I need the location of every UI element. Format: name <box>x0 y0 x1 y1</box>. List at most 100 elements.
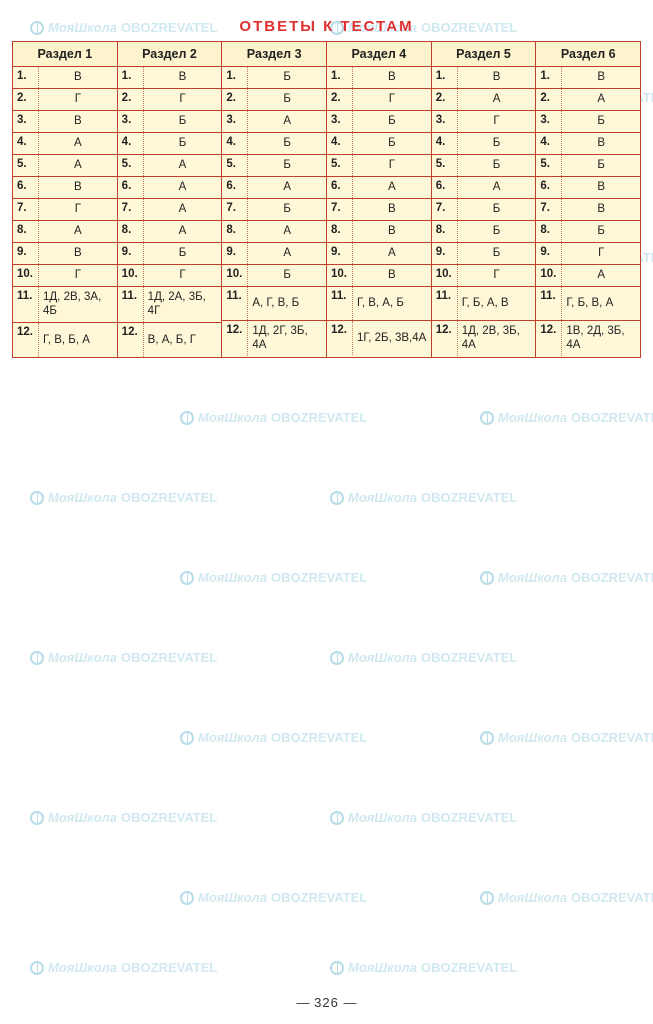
question-number: 5. <box>432 155 458 176</box>
page-footer: — 326 — <box>0 995 653 1010</box>
answer-row: 11.1Д, 2А, 3Б, 4Г <box>118 287 222 323</box>
watermark-text-b: OBOZREVATEL <box>121 490 217 505</box>
answer-row: 1.В <box>13 67 117 89</box>
answer-value: А <box>353 243 431 264</box>
question-number: 1. <box>432 67 458 88</box>
watermark-text-a: МояШкола <box>198 570 267 585</box>
answer-row: 11.Г, Б, В, А <box>536 287 640 321</box>
watermark-text-a: МояШкола <box>48 960 117 975</box>
globe-icon <box>180 731 194 745</box>
question-number: 5. <box>13 155 39 176</box>
answer-value: 1Д, 2Г, 3Б, 4А <box>248 321 326 356</box>
answer-row: 7.Б <box>432 199 536 221</box>
section-column: Раздел 21.В2.Г3.Б4.Б5.А6.А7.А8.А9.Б10.Г1… <box>118 42 223 357</box>
watermark-text-b: OBOZREVATEL <box>271 890 367 905</box>
question-number: 1. <box>118 67 144 88</box>
page-number: 326 <box>314 995 339 1010</box>
question-number: 3. <box>13 111 39 132</box>
answer-row: 9.А <box>327 243 431 265</box>
question-number: 5. <box>222 155 248 176</box>
answer-value: А <box>248 111 326 132</box>
watermark-text-a: МояШкола <box>198 890 267 905</box>
answer-row: 7.В <box>536 199 640 221</box>
answer-row: 5.Г <box>327 155 431 177</box>
answer-value: А <box>562 265 640 286</box>
watermark-text-b: OBOZREVATEL <box>271 730 367 745</box>
answer-value: А <box>248 177 326 198</box>
answer-row: 5.Б <box>536 155 640 177</box>
question-number: 7. <box>432 199 458 220</box>
question-number: 12. <box>536 321 562 356</box>
globe-icon <box>330 811 344 825</box>
answer-row: 6.В <box>13 177 117 199</box>
answer-value: Б <box>458 243 536 264</box>
answer-row: 1.В <box>432 67 536 89</box>
answer-value: В <box>353 67 431 88</box>
watermark-text-b: OBOZREVATEL <box>271 410 367 425</box>
watermark: МояШкола OBOZREVATEL <box>30 960 217 975</box>
watermark-text-b: OBOZREVATEL <box>271 570 367 585</box>
answer-value: 1Д, 2А, 3Б, 4Г <box>144 287 222 322</box>
question-number: 9. <box>327 243 353 264</box>
question-number: 4. <box>13 133 39 154</box>
watermark-text-a: МояШкола <box>498 410 567 425</box>
watermark: МояШколаOBOZREVATEL <box>180 730 367 745</box>
watermark-text-b: OBOZREVATEL <box>571 890 653 905</box>
page-content: ОТВЕТЫ К ТЕСТАМ Раздел 11.В2.Г3.В4.А5.А6… <box>0 0 653 358</box>
watermark-text-a: МояШкола <box>198 410 267 425</box>
answer-row: 6.В <box>536 177 640 199</box>
question-number: 5. <box>536 155 562 176</box>
answer-row: 3.В <box>13 111 117 133</box>
question-number: 7. <box>13 199 39 220</box>
answer-row: 12.1Д, 2В, 3Б, 4А <box>432 321 536 356</box>
question-number: 12. <box>222 321 248 356</box>
question-number: 2. <box>432 89 458 110</box>
answer-row: 10.Г <box>118 265 222 287</box>
answer-value: А <box>562 89 640 110</box>
section-header: Раздел 2 <box>118 42 222 67</box>
section-header: Раздел 5 <box>432 42 536 67</box>
question-number: 10. <box>432 265 458 286</box>
question-number: 10. <box>118 265 144 286</box>
answer-value: Б <box>144 243 222 264</box>
answer-value: В <box>39 177 117 198</box>
answer-value: Г <box>39 199 117 220</box>
answer-row: 3.Г <box>432 111 536 133</box>
globe-icon <box>180 891 194 905</box>
answer-grid: Раздел 11.В2.Г3.В4.А5.А6.В7.Г8.А9.В10.Г1… <box>12 41 641 358</box>
watermark-text-a: МояШкола <box>348 810 417 825</box>
section-column: Раздел 61.В2.А3.Б4.В5.Б6.В7.В8.Б9.Г10.А1… <box>536 42 640 357</box>
globe-icon <box>480 411 494 425</box>
globe-icon <box>30 491 44 505</box>
answer-row: 12.Г, В, Б, А <box>13 323 117 357</box>
question-number: 11. <box>222 287 248 320</box>
answer-value: Б <box>144 133 222 154</box>
section-header: Раздел 4 <box>327 42 431 67</box>
watermark-text-a: МояШкола <box>48 810 117 825</box>
answer-value: Б <box>458 155 536 176</box>
answer-value: Г <box>144 265 222 286</box>
answer-row: 3.Б <box>118 111 222 133</box>
answer-value: Б <box>144 111 222 132</box>
answer-row: 2.А <box>536 89 640 111</box>
answer-value: Г, В, Б, А <box>39 323 117 357</box>
watermark-text-b: OBOZREVATEL <box>421 960 517 975</box>
answer-value: Б <box>248 265 326 286</box>
answer-row: 3.Б <box>327 111 431 133</box>
answer-value: Г, Б, В, А <box>562 287 640 320</box>
globe-icon <box>480 571 494 585</box>
answer-row: 8.А <box>13 221 117 243</box>
answer-value: Г <box>39 265 117 286</box>
watermark-text-a: МояШкола <box>498 890 567 905</box>
watermark-text-b: OBOZREVATEL <box>121 960 217 975</box>
globe-icon <box>180 411 194 425</box>
answer-row: 3.А <box>222 111 326 133</box>
question-number: 3. <box>327 111 353 132</box>
answer-row: 11.Г, В, А, Б <box>327 287 431 321</box>
question-number: 1. <box>13 67 39 88</box>
question-number: 2. <box>13 89 39 110</box>
section-column: Раздел 41.В2.Г3.Б4.Б5.Г6.А7.В8.В9.А10.В1… <box>327 42 432 357</box>
answer-value: В <box>39 111 117 132</box>
answer-value: Г <box>39 89 117 110</box>
globe-icon <box>180 571 194 585</box>
